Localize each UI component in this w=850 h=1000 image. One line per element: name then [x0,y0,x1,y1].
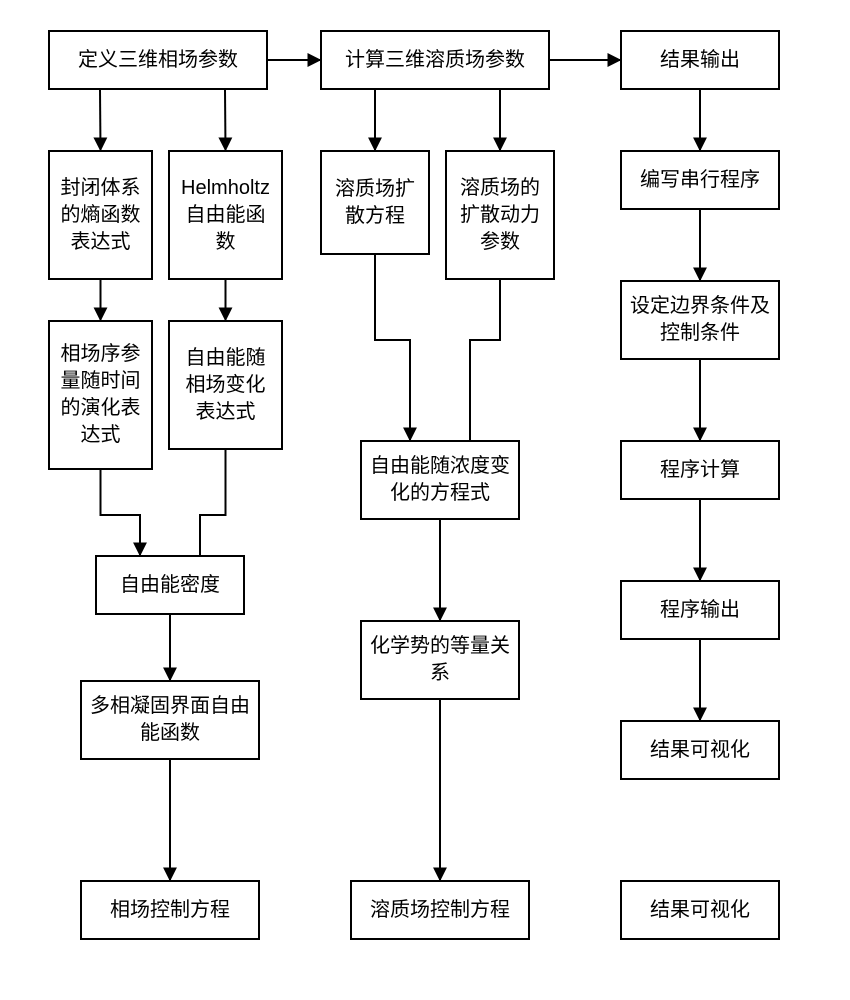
node-a3: 结果输出 [620,30,780,90]
node-e1: 自由能密度 [95,555,245,615]
node-c5: 设定边界条件及控制条件 [620,280,780,360]
node-f3: 化学势的等量关系 [360,620,520,700]
node-d5: 程序计算 [620,440,780,500]
node-b1: 封闭体系的熵函数表达式 [48,150,153,280]
node-h3: 溶质场控制方程 [350,880,530,940]
node-b3: 溶质场扩散方程 [320,150,430,255]
node-d3: 自由能随浓度变化的方程式 [360,440,520,520]
node-c1: 相场序参量随时间的演化表达式 [48,320,153,470]
edge-a1-b2 [225,90,226,150]
node-h5: 结果可视化 [620,880,780,940]
node-e5: 程序输出 [620,580,780,640]
node-a2: 计算三维溶质场参数 [320,30,550,90]
node-g5: 结果可视化 [620,720,780,780]
node-b5: 编写串行程序 [620,150,780,210]
node-a1: 定义三维相场参数 [48,30,268,90]
edge-a1-b1 [100,90,101,150]
node-h1: 相场控制方程 [80,880,260,940]
edge-b3-d3 [375,255,410,440]
node-c2: 自由能随相场变化表达式 [168,320,283,450]
edge-c1-e1 [101,470,141,555]
edge-b4-d3 [470,280,500,440]
edge-c2-e1 [200,450,226,555]
node-b4: 溶质场的扩散动力参数 [445,150,555,280]
node-g1: 多相凝固界面自由能函数 [80,680,260,760]
node-b2: Helmholtz自由能函数 [168,150,283,280]
